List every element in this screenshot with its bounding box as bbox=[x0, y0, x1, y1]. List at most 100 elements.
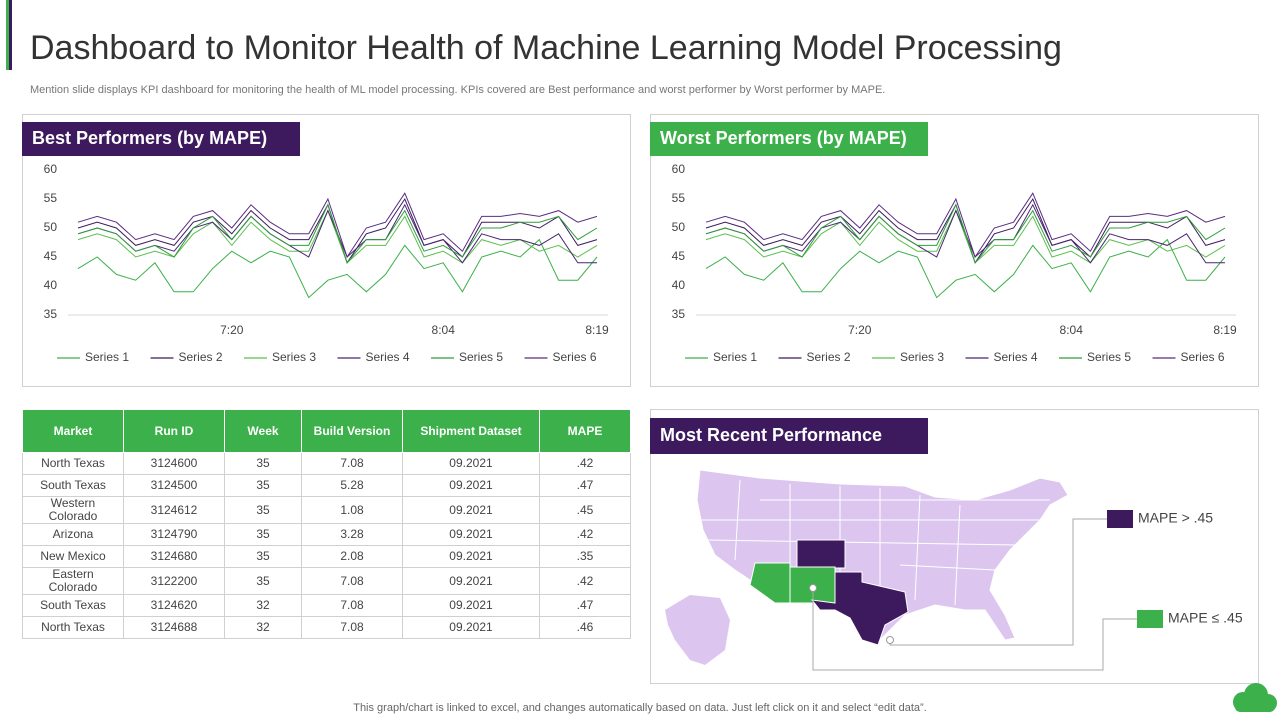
column-header: Week bbox=[224, 409, 302, 453]
y-tick-label: 55 bbox=[44, 191, 58, 205]
table-cell: 1.08 bbox=[301, 496, 403, 524]
footer: This graph/chart is linked to excel, and… bbox=[353, 702, 927, 714]
table-cell: .42 bbox=[539, 567, 631, 595]
table-cell: South Texas bbox=[22, 594, 124, 617]
table-cell: .45 bbox=[539, 496, 631, 524]
x-tick-label: 7:20 bbox=[220, 323, 244, 337]
table-cell: 35 bbox=[224, 523, 302, 546]
series-line bbox=[705, 203, 1226, 264]
series-line bbox=[77, 197, 598, 264]
column-header: Build Version bbox=[301, 409, 403, 453]
legend-label: Series 3 bbox=[272, 350, 316, 364]
series-line bbox=[77, 238, 598, 299]
legend-label: Series 4 bbox=[366, 350, 410, 364]
y-tick-label: 45 bbox=[44, 249, 58, 263]
table-row: South Texas 3124500 35 5.28 09.2021.47 bbox=[22, 474, 631, 497]
legend-label: Series 2 bbox=[807, 350, 851, 364]
table-cell: 35 bbox=[224, 452, 302, 475]
series-line bbox=[705, 238, 1226, 299]
table-cell: 3124620 bbox=[123, 594, 225, 617]
panel-header bbox=[650, 122, 928, 156]
table-cell: 3124500 bbox=[123, 474, 225, 497]
column-header: Shipment Dataset bbox=[402, 409, 540, 453]
marker bbox=[809, 584, 817, 592]
table-cell: 32 bbox=[224, 616, 302, 639]
table-cell: 09.2021 bbox=[402, 594, 540, 617]
table-row: Arizona 3124790 35 3.28 09.2021.42 bbox=[22, 523, 631, 546]
x-tick-label: 8:19 bbox=[1213, 323, 1237, 337]
table-header: Market Run ID Week Build Version Shipment Da… bbox=[22, 409, 631, 453]
series-line bbox=[705, 197, 1226, 264]
panel bbox=[650, 409, 1259, 684]
y-tick-label: 35 bbox=[672, 307, 686, 321]
x-tick-label: 8:04 bbox=[432, 323, 456, 337]
table-cell: 09.2021 bbox=[402, 616, 540, 639]
legend-label: Series 2 bbox=[179, 350, 223, 364]
page-title: Dashboard to Monitor Health of Machine L… bbox=[30, 29, 1062, 67]
x-tick-label: 8:04 bbox=[1060, 323, 1084, 337]
page-subtitle: Mention slide displays KPI dashboard for… bbox=[30, 84, 885, 96]
legend-label: Series 1 bbox=[713, 350, 757, 364]
y-tick-label: 45 bbox=[672, 249, 686, 263]
table-cell: 3124790 bbox=[123, 523, 225, 546]
table-row: North Texas 3124600 35 7.08 09.2021.42 bbox=[22, 452, 631, 475]
table-cell: 3124688 bbox=[123, 616, 225, 639]
table-cell: .46 bbox=[539, 616, 631, 639]
legend-label: Series 1 bbox=[85, 350, 129, 364]
table-cell: 09.2021 bbox=[402, 452, 540, 475]
table-cell: 2.08 bbox=[301, 545, 403, 568]
legend-label: Series 5 bbox=[459, 350, 503, 364]
connector bbox=[812, 588, 1137, 671]
table-cell: 32 bbox=[224, 594, 302, 617]
panel-header bbox=[22, 122, 300, 156]
panel-header bbox=[650, 418, 928, 454]
panel bbox=[22, 114, 631, 387]
accent-bar bbox=[9, 0, 12, 70]
table-cell: Western Colorado bbox=[22, 496, 124, 524]
table-cell: Arizona bbox=[22, 523, 124, 546]
table-row: Western Colorado 3124612 35 1.08 09.2021.45 bbox=[22, 496, 631, 524]
y-tick-label: 50 bbox=[44, 220, 58, 234]
legend-label: Series 5 bbox=[1087, 350, 1131, 364]
alaska bbox=[665, 595, 730, 665]
table-cell: North Texas bbox=[22, 452, 124, 475]
table-cell: 09.2021 bbox=[402, 567, 540, 595]
legend-label: Series 6 bbox=[1181, 350, 1225, 364]
column-header: Market bbox=[22, 409, 124, 453]
series-line bbox=[77, 203, 598, 264]
table-cell: 7.08 bbox=[301, 594, 403, 617]
table-cell: 5.28 bbox=[301, 474, 403, 497]
x-tick-label: 8:19 bbox=[585, 323, 609, 337]
table-cell: 35 bbox=[224, 545, 302, 568]
y-tick-label: 35 bbox=[44, 307, 58, 321]
y-tick-label: 50 bbox=[672, 220, 686, 234]
data-table: Market Run ID Week Build Version Shipment Da… bbox=[22, 409, 631, 639]
y-tick-label: 55 bbox=[672, 191, 686, 205]
table-cell: New Mexico bbox=[22, 545, 124, 568]
column-header: MAPE bbox=[539, 409, 631, 453]
table-cell: 09.2021 bbox=[402, 545, 540, 568]
chart-title: Best Performers (by MAPE) bbox=[32, 128, 267, 148]
table-cell: 3122200 bbox=[123, 567, 225, 595]
table-cell: 3.28 bbox=[301, 523, 403, 546]
colorado bbox=[796, 539, 846, 569]
table-cell: 7.08 bbox=[301, 567, 403, 595]
table-cell: 35 bbox=[224, 474, 302, 497]
map-title: Most Recent Performance bbox=[660, 425, 882, 445]
series-line bbox=[77, 209, 598, 264]
table-cell: South Texas bbox=[22, 474, 124, 497]
legend-label: Series 4 bbox=[994, 350, 1038, 364]
table-cell: .47 bbox=[539, 474, 631, 497]
legend-label: MAPE ≤ .45 bbox=[1168, 610, 1243, 626]
legend-swatch bbox=[1107, 510, 1133, 528]
table-row: North Texas 3124688 32 7.08 09.2021.46 bbox=[22, 616, 631, 639]
table-cell: 3124600 bbox=[123, 452, 225, 475]
table-cell: 09.2021 bbox=[402, 474, 540, 497]
legend-label: Series 6 bbox=[553, 350, 597, 364]
table-cell: 35 bbox=[224, 496, 302, 524]
legend-label: MAPE > .45 bbox=[1138, 510, 1213, 526]
accent-bar bbox=[6, 0, 9, 70]
column-header: Run ID bbox=[123, 409, 225, 453]
table-cell: 7.08 bbox=[301, 616, 403, 639]
series-line bbox=[705, 209, 1226, 264]
